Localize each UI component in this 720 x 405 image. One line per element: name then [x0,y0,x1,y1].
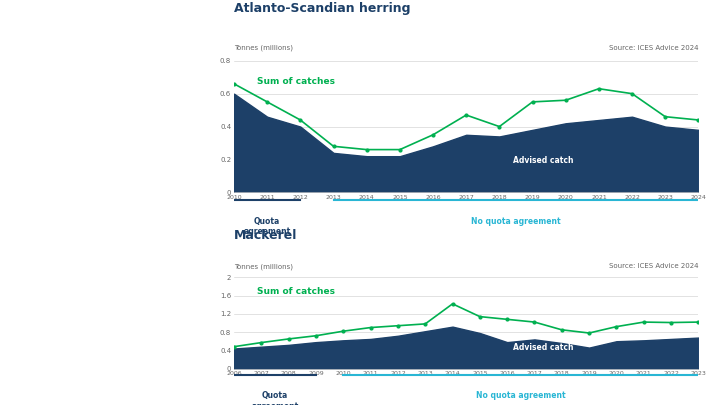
Text: Source: ICES Advice 2024: Source: ICES Advice 2024 [609,263,698,269]
Text: Quota
agreement: Quota agreement [243,217,291,236]
Text: Mackerel: Mackerel [234,229,297,242]
Text: Tonnes (millions): Tonnes (millions) [234,263,293,270]
Text: Atlanto-Scandian herring: Atlanto-Scandian herring [234,2,410,15]
Text: Advised catch: Advised catch [513,156,573,165]
Text: No quota agreement: No quota agreement [471,217,561,226]
Text: No quota agreement: No quota agreement [476,391,566,401]
Text: Quota
agreement: Quota agreement [251,391,299,405]
Text: Sum of catches: Sum of catches [257,77,336,86]
Text: Sum of catches: Sum of catches [257,287,336,296]
Text: Tonnes (millions): Tonnes (millions) [234,44,293,51]
Text: Source: ICES Advice 2024: Source: ICES Advice 2024 [609,45,698,51]
Text: Advised catch: Advised catch [513,343,573,352]
